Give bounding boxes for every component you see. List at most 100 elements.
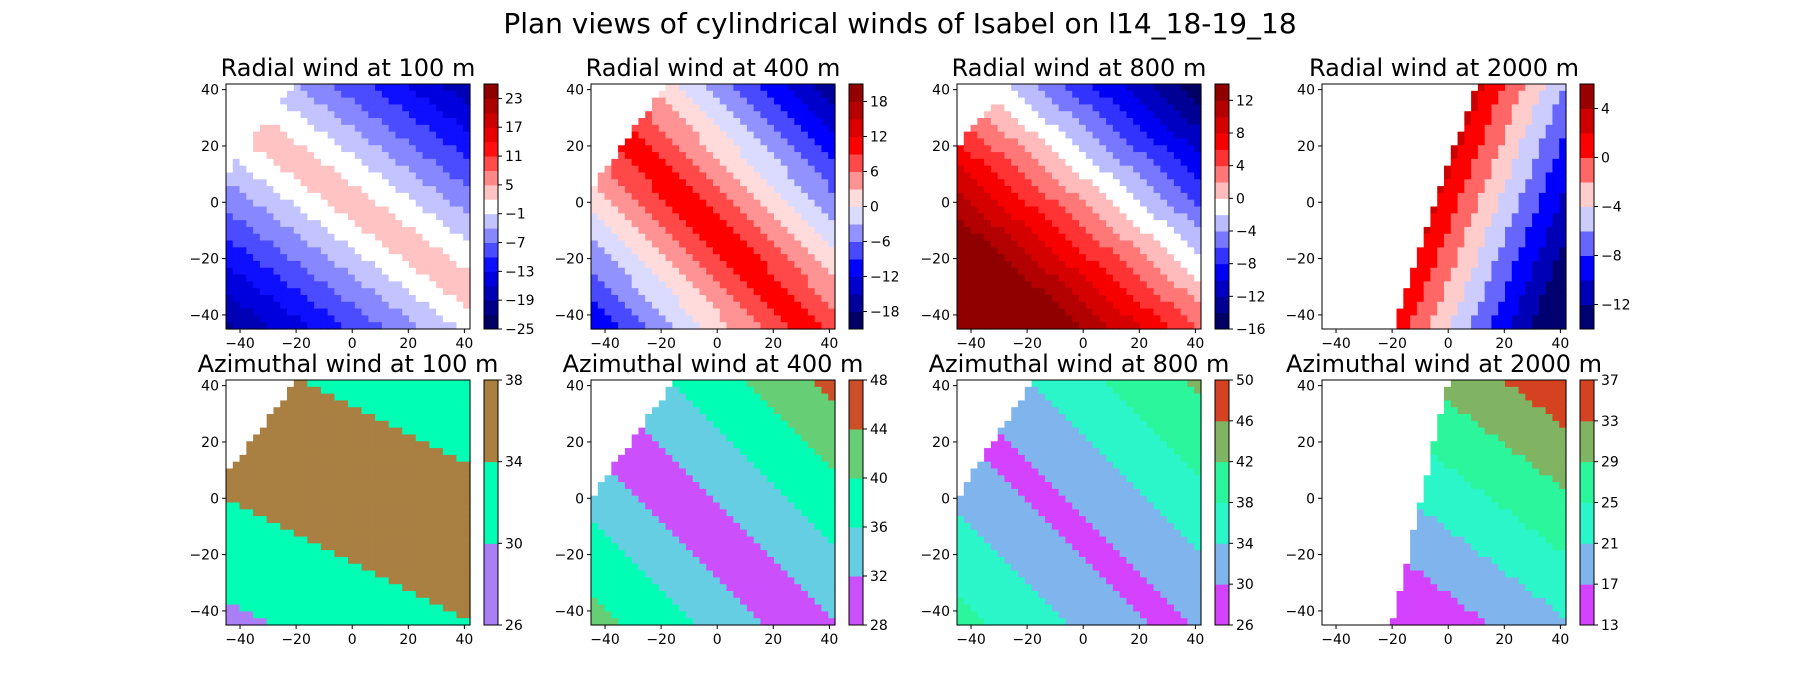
field-cell bbox=[1505, 104, 1513, 112]
field-cell bbox=[1194, 172, 1202, 180]
field-cell bbox=[341, 158, 349, 167]
field-cell bbox=[1079, 152, 1087, 160]
field-cell bbox=[334, 111, 342, 119]
field-cell bbox=[287, 233, 295, 242]
field-cell bbox=[368, 111, 376, 119]
field-cell bbox=[1437, 288, 1445, 296]
field-cell bbox=[266, 267, 275, 276]
field-cell bbox=[726, 288, 734, 296]
field-cell bbox=[787, 186, 795, 194]
field-cell bbox=[753, 213, 762, 221]
field-cell bbox=[1153, 124, 1161, 133]
field-cell bbox=[1146, 213, 1155, 221]
field-cell bbox=[814, 226, 823, 235]
field-cell bbox=[422, 165, 430, 174]
field-cell bbox=[226, 213, 234, 221]
field-cell bbox=[1187, 145, 1195, 153]
field-cell bbox=[1532, 179, 1540, 187]
field-cell bbox=[300, 461, 308, 470]
field-cell bbox=[1119, 254, 1128, 262]
field-cell bbox=[957, 315, 965, 323]
field-cell bbox=[1112, 254, 1121, 262]
field-cell bbox=[436, 199, 444, 208]
field-cell bbox=[1477, 124, 1486, 133]
field-cell bbox=[239, 247, 247, 255]
field-cell bbox=[679, 124, 687, 133]
field-cell bbox=[1477, 172, 1486, 180]
field-cell bbox=[320, 145, 329, 153]
field-cell bbox=[1112, 97, 1121, 106]
field-cell bbox=[375, 281, 383, 289]
field-cell bbox=[307, 386, 315, 395]
field-cell bbox=[719, 131, 728, 140]
field-cell bbox=[740, 131, 748, 140]
field-cell bbox=[1140, 186, 1148, 194]
field-cell bbox=[746, 118, 755, 126]
field-cell bbox=[409, 213, 417, 221]
y-tick-label: −20 bbox=[1285, 252, 1315, 268]
x-tick-label: −40 bbox=[590, 336, 620, 352]
field-cell bbox=[828, 220, 836, 228]
field-cell bbox=[1511, 315, 1520, 323]
field-cell bbox=[740, 213, 748, 221]
field-cell bbox=[692, 294, 701, 303]
field-cell bbox=[232, 543, 241, 551]
field-cell bbox=[239, 597, 247, 606]
field-cell bbox=[597, 288, 606, 296]
field-cell bbox=[307, 274, 315, 282]
field-cell bbox=[1491, 90, 1499, 99]
field-cell bbox=[415, 267, 424, 276]
field-cell bbox=[402, 104, 410, 112]
field-cell bbox=[1437, 274, 1445, 282]
field-cell bbox=[1538, 124, 1547, 133]
field-cell bbox=[287, 400, 295, 408]
field-cell bbox=[1058, 267, 1067, 276]
field-cell bbox=[232, 165, 241, 174]
field-cell bbox=[314, 145, 322, 153]
field-cell bbox=[1146, 186, 1155, 194]
field-cell bbox=[293, 590, 302, 599]
field-cell bbox=[1187, 226, 1195, 235]
field-cell bbox=[1187, 199, 1195, 208]
field-cell bbox=[1058, 131, 1067, 140]
field-cell bbox=[1160, 322, 1168, 330]
field-cell bbox=[828, 247, 836, 255]
field-cell bbox=[1011, 158, 1019, 167]
field-cell bbox=[246, 158, 254, 167]
field-cell bbox=[1072, 118, 1080, 126]
field-cell bbox=[327, 254, 336, 262]
field-cell bbox=[1140, 145, 1148, 153]
field-cell bbox=[354, 104, 363, 112]
field-cell bbox=[232, 570, 241, 578]
field-cell bbox=[354, 315, 363, 323]
field-cell bbox=[1437, 254, 1445, 262]
field-cell bbox=[246, 502, 254, 510]
field-cell bbox=[1464, 186, 1472, 194]
field-cell bbox=[1484, 131, 1493, 140]
field-cell bbox=[287, 604, 295, 612]
field-cell bbox=[1031, 274, 1039, 282]
field-cell bbox=[1194, 179, 1202, 187]
field-cell bbox=[618, 274, 626, 282]
field-cell bbox=[1464, 233, 1472, 242]
field-cell bbox=[449, 322, 458, 330]
field-cell bbox=[692, 158, 701, 167]
field-cell bbox=[1140, 301, 1148, 310]
field-cell bbox=[436, 220, 444, 228]
field-cell bbox=[990, 254, 999, 262]
field-cell bbox=[1153, 301, 1161, 310]
field-cell bbox=[685, 315, 694, 323]
field-cell bbox=[997, 131, 1006, 140]
field-cell bbox=[1058, 118, 1067, 126]
field-cell bbox=[753, 288, 762, 296]
field-cell bbox=[449, 145, 458, 153]
y-tick-label: −40 bbox=[1285, 308, 1315, 324]
field-cell bbox=[787, 322, 795, 330]
field-cell bbox=[259, 308, 268, 316]
field-cell bbox=[733, 138, 741, 146]
field-cell bbox=[422, 199, 430, 208]
field-cell bbox=[774, 206, 782, 214]
field-cell bbox=[787, 97, 795, 106]
field-cell bbox=[746, 124, 755, 133]
field-cell bbox=[1525, 192, 1533, 201]
